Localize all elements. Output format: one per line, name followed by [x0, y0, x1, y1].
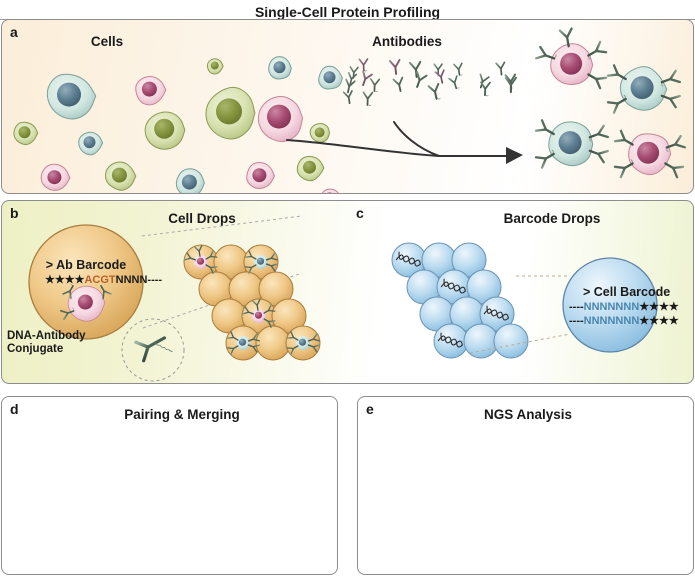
svg-text:★★★★ACGTNNNN----: ★★★★ACGTNNNN---- — [45, 274, 162, 286]
svg-text:> Cell Barcode: > Cell Barcode — [583, 285, 670, 299]
svg-text:----NNNNNNN★★★★: ----NNNNNNN★★★★ — [569, 301, 679, 313]
svg-text:DNA-Antibody: DNA-Antibody — [7, 330, 86, 342]
svg-text:> Ab Barcode: > Ab Barcode — [46, 258, 127, 272]
svg-text:----NNNNNNN★★★★: ----NNNNNNN★★★★ — [569, 315, 679, 327]
svg-text:Conjugate: Conjugate — [7, 343, 63, 355]
